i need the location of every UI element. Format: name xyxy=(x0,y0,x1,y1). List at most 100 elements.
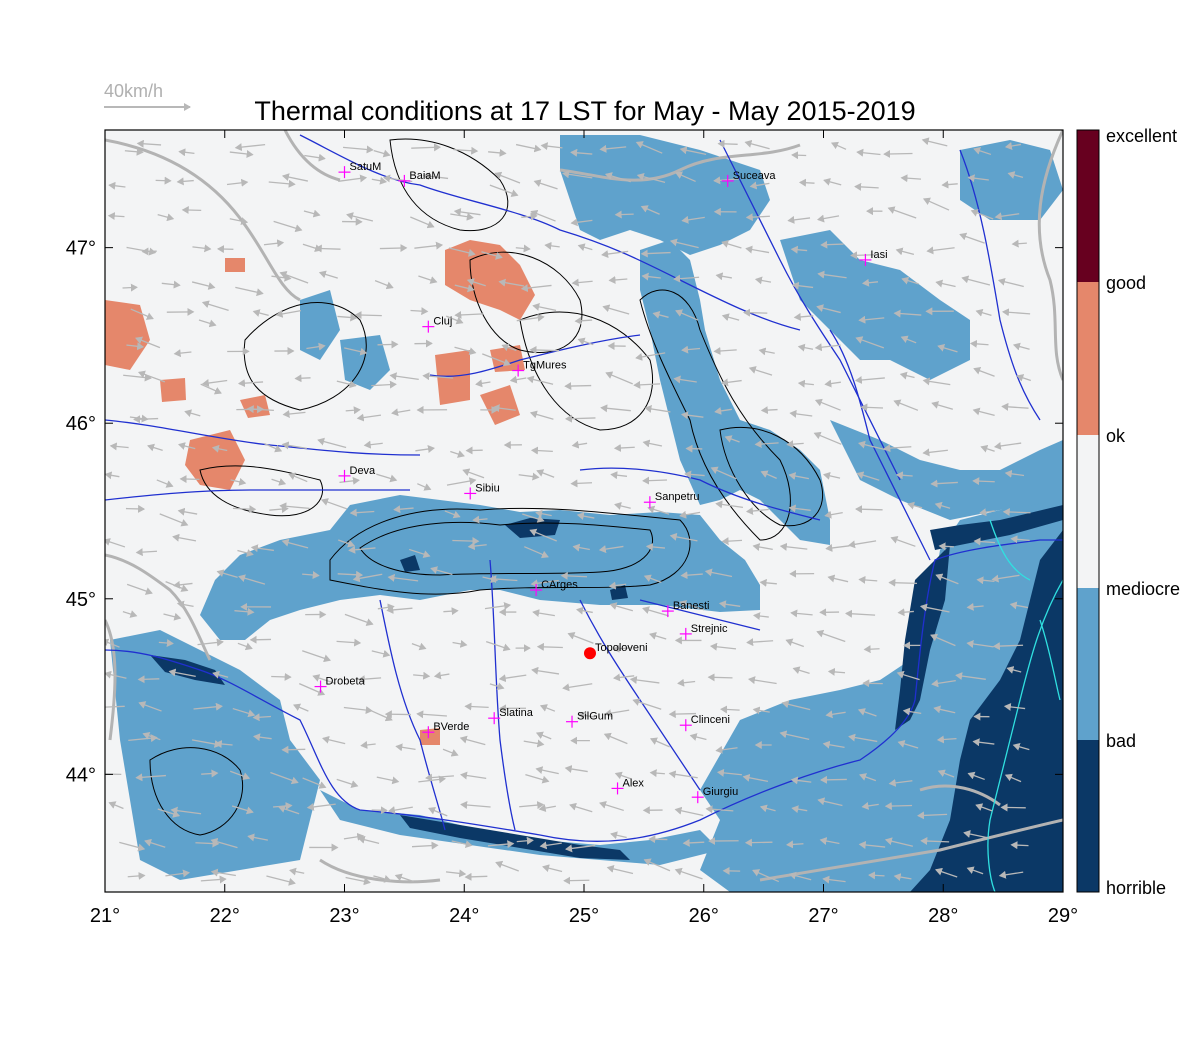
wind-arrow xyxy=(532,302,557,312)
wind-arrow xyxy=(822,740,845,749)
wind-arrow xyxy=(489,682,505,691)
wind-arrow xyxy=(317,437,347,449)
wind-arrow xyxy=(210,868,236,877)
wind-arrow xyxy=(715,500,744,509)
city-label: Cluj xyxy=(433,316,452,328)
wind-arrow xyxy=(454,346,477,356)
wind-arrow xyxy=(544,241,560,250)
wind-arrow xyxy=(394,873,415,883)
wind-arrow xyxy=(201,300,229,312)
wind-arrow xyxy=(1012,742,1030,751)
wind-arrow xyxy=(535,766,559,775)
wind-arrow xyxy=(389,372,419,381)
wind-arrow xyxy=(253,733,272,742)
wind-arrow xyxy=(266,875,296,886)
wind-arrow xyxy=(900,174,922,183)
wind-arrow xyxy=(856,471,880,481)
wind-arrow xyxy=(679,510,701,519)
y-tick-label: 46° xyxy=(66,413,96,435)
wind-arrow xyxy=(339,476,360,485)
wind-arrow xyxy=(717,139,738,148)
wind-arrow xyxy=(144,838,166,848)
wind-arrow xyxy=(791,805,808,814)
wind-arrow xyxy=(516,313,545,322)
wind-arrow xyxy=(614,502,631,510)
city-label: Drobeta xyxy=(326,676,366,688)
wind-arrow xyxy=(998,870,1024,879)
coastline xyxy=(987,519,1063,892)
wind-arrow xyxy=(605,371,633,385)
wind-arrow xyxy=(652,310,669,319)
wind-arrow xyxy=(336,778,359,788)
wind-arrow xyxy=(863,645,880,654)
wind-arrow xyxy=(747,676,777,685)
wind-arrow xyxy=(781,700,811,711)
wind-arrow xyxy=(797,343,814,352)
wind-arrow xyxy=(448,247,476,257)
city-label: Slatina xyxy=(499,707,534,719)
wind-arrow xyxy=(887,206,917,219)
axis-ticks xyxy=(104,130,1064,892)
wind-arrow xyxy=(462,468,485,479)
wind-arrow xyxy=(758,347,775,356)
good-north-apuseni xyxy=(445,240,535,320)
wind-arrow xyxy=(824,510,843,519)
wind-arrow xyxy=(173,349,192,358)
wind-arrow xyxy=(176,600,194,609)
wind-arrow xyxy=(681,215,705,224)
wind-arrow xyxy=(165,869,190,878)
wind-arrow xyxy=(614,771,632,780)
wind-arrow xyxy=(484,601,512,610)
wind-arrow xyxy=(938,542,954,551)
wind-arrow xyxy=(522,513,545,523)
wind-arrow xyxy=(486,640,511,652)
wind-arrow xyxy=(752,706,770,715)
wind-arrow xyxy=(673,375,697,384)
wind-arrow xyxy=(294,374,311,383)
wind-arrow xyxy=(212,670,229,679)
wind-arrow xyxy=(237,379,264,388)
wind-arrow xyxy=(920,837,950,846)
wind-arrow xyxy=(715,745,738,754)
wind-arrow xyxy=(754,440,779,449)
wind-arrow xyxy=(193,702,223,711)
wind-arrow xyxy=(415,445,435,453)
wind-arrow xyxy=(535,509,552,518)
wind-arrow xyxy=(649,769,665,778)
wind-arrow xyxy=(214,740,233,748)
wind-arrow xyxy=(288,472,308,483)
wind-arrow xyxy=(229,217,249,225)
home-marker xyxy=(583,647,596,660)
wind-arrow xyxy=(858,575,878,584)
wind-arrow xyxy=(460,801,491,809)
wind-arrow xyxy=(482,353,511,367)
wind-arrow xyxy=(707,673,733,682)
wind-arrow xyxy=(393,505,414,514)
wind-arrow xyxy=(937,769,955,778)
wind-arrow xyxy=(959,232,985,244)
wind-arrow xyxy=(973,537,996,546)
wind-arrow xyxy=(201,769,219,778)
wind-arrow xyxy=(443,607,459,616)
x-tick-label: 28° xyxy=(928,905,958,927)
wind-arrow xyxy=(184,409,201,418)
wind-arrow xyxy=(1007,171,1024,179)
wind-arrow xyxy=(868,871,885,880)
wind-arrow xyxy=(349,508,375,517)
wind-arrow xyxy=(268,179,296,188)
wind-arrow xyxy=(237,549,254,557)
wind-arrow xyxy=(198,319,217,328)
wind-arrow xyxy=(789,409,813,418)
wind-arrow xyxy=(108,801,124,810)
wind-arrow xyxy=(391,408,411,417)
wind-arrow xyxy=(371,710,393,722)
wind-arrow xyxy=(1010,841,1029,850)
wind-arrow xyxy=(1012,342,1030,351)
legend-frame xyxy=(1076,129,1100,893)
city-label: Sibiu xyxy=(475,482,499,494)
wind-arrow xyxy=(130,308,154,320)
wind-arrow xyxy=(529,528,557,542)
wind-arrow xyxy=(232,707,256,718)
legend-ok xyxy=(1077,435,1099,588)
wind-arrow xyxy=(373,875,392,883)
